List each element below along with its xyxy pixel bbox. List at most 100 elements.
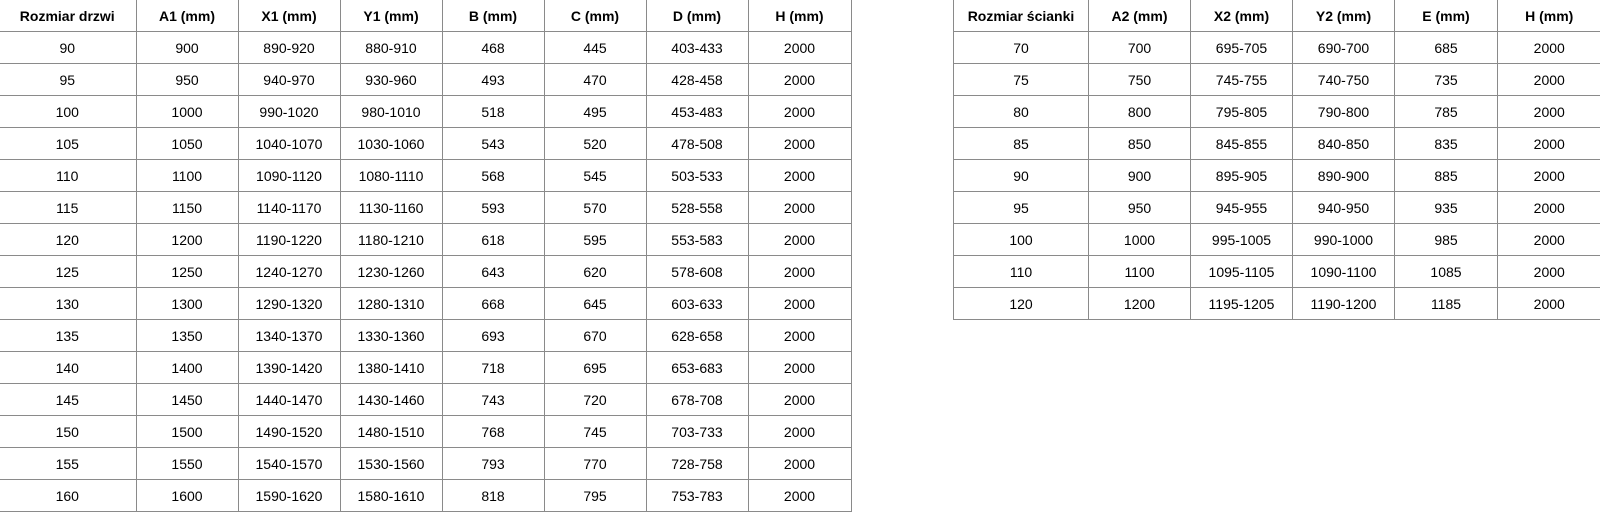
table-cell: 695 xyxy=(543,351,647,384)
table-cell: 743 xyxy=(441,383,545,416)
table-row: 125 1250 1240-1270 1230-1260 643 620 578-608 20… xyxy=(0,255,852,288)
table-cell: 150 xyxy=(0,415,137,448)
table-cell: 570 xyxy=(543,191,647,224)
table-cell: 670 xyxy=(543,319,647,352)
table-row: 150 1500 1490-1520 1480-1510 768 745 703-733 20… xyxy=(0,415,852,448)
table-row: 135 1350 1340-1370 1330-1360 693 670 628-658 20… xyxy=(0,319,852,352)
table-cell: 1085 xyxy=(1394,255,1498,288)
table-cell: 100 xyxy=(0,95,137,128)
table-cell: 2000 xyxy=(1497,127,1600,160)
table-cell: 620 xyxy=(543,255,647,288)
table-cell: 2000 xyxy=(747,415,852,448)
table-cell: 1090-1100 xyxy=(1292,255,1395,288)
table-cell: 2000 xyxy=(747,287,852,320)
table-cell: 2000 xyxy=(747,383,852,416)
column-header: H (mm) xyxy=(747,0,852,32)
table-cell: 568 xyxy=(441,159,545,192)
table-cell: 1185 xyxy=(1394,287,1498,320)
column-header: A1 (mm) xyxy=(135,0,239,32)
table-cell: 890-900 xyxy=(1292,159,1395,192)
table-cell: 603-633 xyxy=(645,287,749,320)
table-cell: 1350 xyxy=(135,319,239,352)
table-cell: 1500 xyxy=(135,415,239,448)
table-cell: 90 xyxy=(953,159,1089,192)
table-cell: 1140-1170 xyxy=(237,191,341,224)
table-cell: 1300 xyxy=(135,287,239,320)
table-cell: 70 xyxy=(953,31,1089,64)
table-cell: 125 xyxy=(0,255,137,288)
column-header: E (mm) xyxy=(1394,0,1498,32)
table-cell: 840-850 xyxy=(1292,127,1395,160)
table-cell: 493 xyxy=(441,63,545,96)
table-cell: 120 xyxy=(953,287,1089,320)
table-cell: 503-533 xyxy=(645,159,749,192)
table-cell: 1190-1220 xyxy=(237,223,341,256)
table-cell: 110 xyxy=(0,159,137,192)
table-row: 120 1200 1195-1205 1190-1200 1185 2000 xyxy=(953,287,1600,320)
table-cell: 100 xyxy=(953,223,1089,256)
table-cell: 1540-1570 xyxy=(237,447,341,480)
table-cell: 685 xyxy=(1394,31,1498,64)
table-row: 90 900 895-905 890-900 885 2000 xyxy=(953,159,1600,192)
table-cell: 690-700 xyxy=(1292,31,1395,64)
table-cell: 520 xyxy=(543,127,647,160)
table-cell: 2000 xyxy=(747,223,852,256)
table-cell: 110 xyxy=(953,255,1089,288)
table-cell: 793 xyxy=(441,447,545,480)
table-row: 95 950 940-970 930-960 493 470 428-458 2000 xyxy=(0,63,852,96)
column-header: Y2 (mm) xyxy=(1292,0,1395,32)
table-cell: 160 xyxy=(0,479,137,512)
table-cell: 1180-1210 xyxy=(339,223,443,256)
table-cell: 890-920 xyxy=(237,31,341,64)
table-cell: 428-458 xyxy=(645,63,749,96)
table-cell: 155 xyxy=(0,447,137,480)
table-cell: 628-658 xyxy=(645,319,749,352)
table-cell: 468 xyxy=(441,31,545,64)
table-cell: 700 xyxy=(1088,31,1191,64)
table-cell: 145 xyxy=(0,383,137,416)
table-cell: 940-970 xyxy=(237,63,341,96)
table-cell: 935 xyxy=(1394,191,1498,224)
table-cell: 90 xyxy=(0,31,137,64)
table-cell: 2000 xyxy=(1497,95,1600,128)
table-cell: 795 xyxy=(543,479,647,512)
table-cell: 945-955 xyxy=(1190,191,1293,224)
table-cell: 553-583 xyxy=(645,223,749,256)
table-cell: 735 xyxy=(1394,63,1498,96)
table-row: 120 1200 1190-1220 1180-1210 618 595 553-583 20… xyxy=(0,223,852,256)
table-row: 155 1550 1540-1570 1530-1560 793 770 728-758 20… xyxy=(0,447,852,480)
table-cell: 930-960 xyxy=(339,63,443,96)
table-cell: 835 xyxy=(1394,127,1498,160)
table-cell: 795-805 xyxy=(1190,95,1293,128)
table-cell: 2000 xyxy=(747,159,852,192)
table-cell: 2000 xyxy=(1497,31,1600,64)
table-cell: 845-855 xyxy=(1190,127,1293,160)
table-cell: 950 xyxy=(135,63,239,96)
table-cell: 2000 xyxy=(1497,223,1600,256)
table-cell: 1095-1105 xyxy=(1190,255,1293,288)
column-header: D (mm) xyxy=(645,0,749,32)
table-cell: 75 xyxy=(953,63,1089,96)
table-cell: 678-708 xyxy=(645,383,749,416)
table-cell: 545 xyxy=(543,159,647,192)
table-cell: 753-783 xyxy=(645,479,749,512)
table-cell: 1040-1070 xyxy=(237,127,341,160)
table-cell: 1250 xyxy=(135,255,239,288)
table-cell: 703-733 xyxy=(645,415,749,448)
table-cell: 1400 xyxy=(135,351,239,384)
table-cell: 1200 xyxy=(135,223,239,256)
table-cell: 770 xyxy=(543,447,647,480)
table-cell: 453-483 xyxy=(645,95,749,128)
column-header: Rozmiar drzwi xyxy=(0,0,137,32)
table-cell: 653-683 xyxy=(645,351,749,384)
table-cell: 105 xyxy=(0,127,137,160)
table-cell: 900 xyxy=(1088,159,1191,192)
table-cell: 1450 xyxy=(135,383,239,416)
table-cell: 728-758 xyxy=(645,447,749,480)
table-cell: 895-905 xyxy=(1190,159,1293,192)
table-cell: 1000 xyxy=(1088,223,1191,256)
column-header: Rozmiar ścianki xyxy=(953,0,1089,32)
table-cell: 495 xyxy=(543,95,647,128)
table-cell: 1600 xyxy=(135,479,239,512)
table-cell: 445 xyxy=(543,31,647,64)
